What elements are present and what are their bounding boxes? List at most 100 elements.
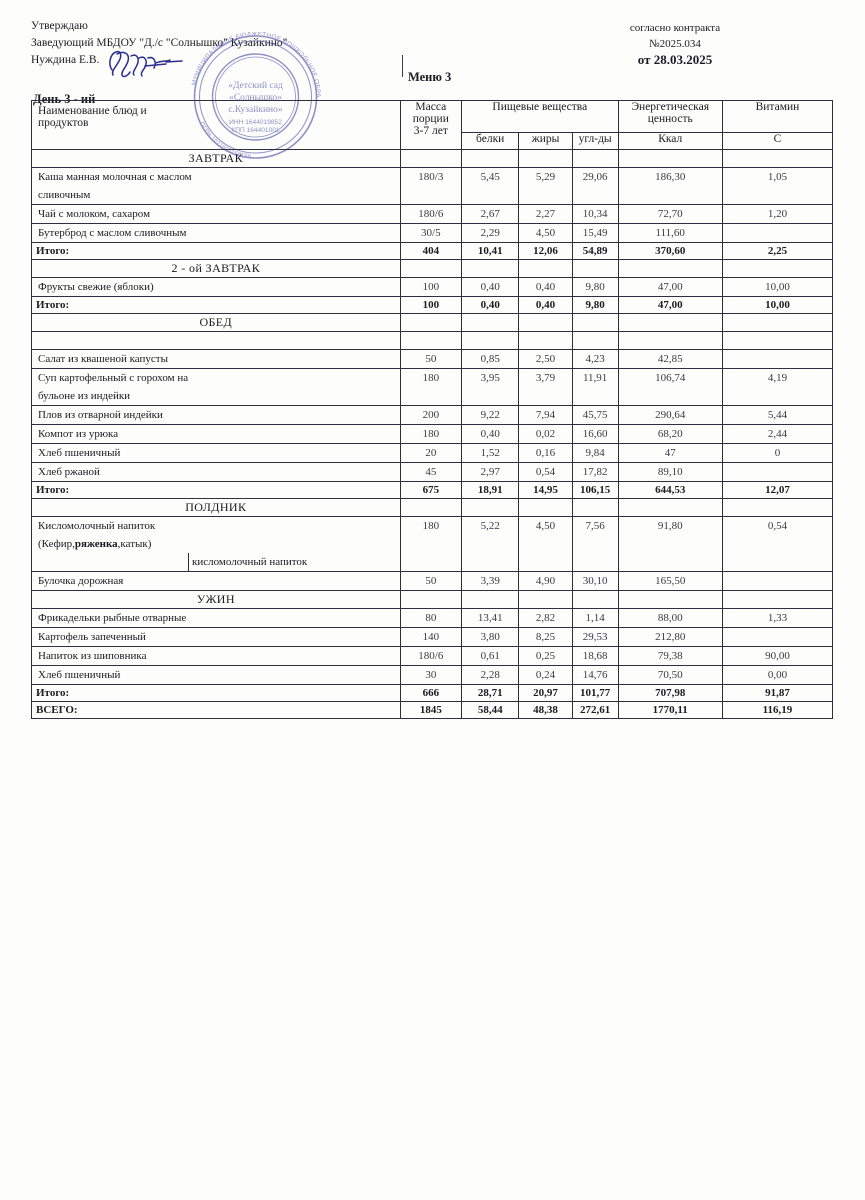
table-row: Плов из отварной индейки 200 9,22 7,94 45,75… bbox=[31, 405, 834, 425]
cell-proteins: 2,29 bbox=[461, 223, 520, 243]
cell-fats: 8,25 bbox=[518, 627, 573, 647]
cell-proteins: 3,39 bbox=[461, 571, 520, 591]
total-proteins: 28,71 bbox=[461, 684, 520, 702]
dish-cell: Хлеб пшеничный bbox=[31, 443, 401, 463]
total-label: Итого: bbox=[31, 296, 401, 314]
section-total-row: Итого: 666 28,71 20,97 101,77 707,98 91,87 bbox=[31, 684, 834, 702]
approve-label: Утверждаю bbox=[31, 20, 88, 32]
total-proteins: 18,91 bbox=[461, 481, 520, 499]
cell-proteins: 1,52 bbox=[461, 443, 520, 463]
header-vitamin-c: С bbox=[721, 132, 834, 150]
dish-cell: Булочка дорожная bbox=[31, 571, 401, 591]
dish-cell: Плов из отварной индейки bbox=[31, 405, 401, 425]
cell-mass: 180/6 bbox=[399, 204, 463, 224]
cell-mass: 30 bbox=[399, 665, 463, 685]
cell-kcal: 42,85 bbox=[617, 349, 723, 369]
cell-fats: 4,90 bbox=[518, 571, 573, 591]
cell-proteins: 0,85 bbox=[461, 349, 520, 369]
cell-kcal: 68,20 bbox=[617, 424, 723, 444]
dish-cell: Бутерброд с маслом сливочным bbox=[31, 223, 401, 243]
cell-proteins: 5,45 bbox=[461, 167, 520, 205]
dish-name: Хлеб пшеничный bbox=[38, 669, 121, 681]
section-title: ЗАВТРАК bbox=[31, 149, 401, 168]
cell-fats: 0,25 bbox=[518, 646, 573, 666]
cell-carbs: 7,56 bbox=[571, 516, 619, 572]
dish-name: Бутерброд с маслом сливочным bbox=[38, 227, 187, 239]
dish-name: Салат из квашеной капусты bbox=[38, 353, 168, 365]
cell-fats: 5,29 bbox=[518, 167, 573, 205]
section-header-row: УЖИН bbox=[31, 590, 834, 609]
vertical-divider bbox=[402, 55, 403, 77]
total-mass: 666 bbox=[399, 684, 463, 702]
total-kcal: 707,98 bbox=[617, 684, 723, 702]
dish-cell: Салат из квашеной капусты bbox=[31, 349, 401, 369]
cell-vitamin: 10,00 bbox=[721, 277, 834, 297]
table-row: Фрикадельки рыбные отварные 80 13,41 2,82 1,… bbox=[31, 608, 834, 628]
cell-carbs: 14,76 bbox=[571, 665, 619, 685]
cell-mass: 180 bbox=[399, 368, 463, 406]
cell-kcal: 70,50 bbox=[617, 665, 723, 685]
cell-vitamin bbox=[721, 627, 834, 647]
grand-total-label: ВСЕГО: bbox=[31, 701, 401, 719]
spacer-row bbox=[31, 331, 834, 350]
section-header-row: ЗАВТРАК bbox=[31, 149, 834, 168]
table-row: Бутерброд с маслом сливочным 30/5 2,29 4,50… bbox=[31, 223, 834, 243]
section-title: ОБЕД bbox=[31, 313, 401, 332]
cell-carbs: 18,68 bbox=[571, 646, 619, 666]
cell-vitamin bbox=[721, 462, 834, 482]
total-carbs: 54,89 bbox=[571, 242, 619, 260]
total-carbs: 101,77 bbox=[571, 684, 619, 702]
cell-carbs: 11,91 bbox=[571, 368, 619, 406]
table-header-row: Наименование блюд и продуктов Масса порц… bbox=[31, 99, 834, 150]
cell-vitamin: 1,05 bbox=[721, 167, 834, 205]
cell-vitamin: 0,54 bbox=[721, 516, 834, 572]
cell-proteins: 9,22 bbox=[461, 405, 520, 425]
section-header-row: 2 - ой ЗАВТРАК bbox=[31, 259, 834, 278]
cell-proteins: 3,95 bbox=[461, 368, 520, 406]
total-carbs: 9,80 bbox=[571, 296, 619, 314]
dish-name: Напиток из шиповника bbox=[38, 650, 147, 662]
approval-block: Утверждаю Заведующий МБДОУ "Д./с "Солныш… bbox=[31, 18, 431, 69]
section-title: 2 - ой ЗАВТРАК bbox=[31, 259, 401, 278]
dish-name: Кисломолочный напиток bbox=[38, 520, 156, 532]
contract-block: согласно контракта №2025.034 от 28.03.20… bbox=[560, 20, 790, 68]
header-kcal: Ккал bbox=[617, 132, 723, 150]
cell-proteins: 3,80 bbox=[461, 627, 520, 647]
dish-cell: Компот из урюка bbox=[31, 424, 401, 444]
head-name: Нуждина Е.В. bbox=[31, 54, 100, 66]
header-vitamin: Витамин bbox=[721, 99, 834, 134]
contract-date: от 28.03.2025 bbox=[637, 52, 713, 67]
cell-kcal: 79,38 bbox=[617, 646, 723, 666]
cell-carbs: 30,10 bbox=[571, 571, 619, 591]
cell-carbs: 29,06 bbox=[571, 167, 619, 205]
table-row: Чай с молоком, сахаром 180/6 2,67 2,27 10,34… bbox=[31, 204, 834, 224]
cell-mass: 180/6 bbox=[399, 646, 463, 666]
cell-kcal: 47,00 bbox=[617, 277, 723, 297]
total-mass: 404 bbox=[399, 242, 463, 260]
cell-vitamin bbox=[721, 571, 834, 591]
cell-vitamin: 2,44 bbox=[721, 424, 834, 444]
dish-name: Хлеб ржаной bbox=[38, 466, 100, 478]
cell-carbs: 1,14 bbox=[571, 608, 619, 628]
total-vitamin: 10,00 bbox=[721, 296, 834, 314]
total-label: Итого: bbox=[31, 481, 401, 499]
grand-proteins: 58,44 bbox=[461, 701, 520, 719]
table-row: Компот из урюка 180 0,40 0,02 16,60 68,20 2,44 bbox=[31, 424, 834, 444]
cell-mass: 140 bbox=[399, 627, 463, 647]
cell-mass: 20 bbox=[399, 443, 463, 463]
cell-kcal: 186,30 bbox=[617, 167, 723, 205]
cell-kcal: 47 bbox=[617, 443, 723, 463]
cell-fats: 0,24 bbox=[518, 665, 573, 685]
cell-kcal: 89,10 bbox=[617, 462, 723, 482]
dish-cell: Картофель запеченный bbox=[31, 627, 401, 647]
total-kcal: 644,53 bbox=[617, 481, 723, 499]
menu-title: Меню 3 bbox=[408, 70, 452, 84]
total-vitamin: 12,07 bbox=[721, 481, 834, 499]
grand-vitamin: 116,19 bbox=[721, 701, 834, 719]
head-organization-line: Заведующий МБДОУ "Д./с "Солнышко" Кузайк… bbox=[31, 37, 288, 49]
dish-note: кисломолочный напиток bbox=[188, 553, 307, 571]
cell-carbs: 45,75 bbox=[571, 405, 619, 425]
dish-cell: Чай с молоком, сахаром bbox=[31, 204, 401, 224]
table-body: ЗАВТРАК Каша манная молочная с маслом слив… bbox=[31, 149, 834, 719]
cell-carbs: 10,34 bbox=[571, 204, 619, 224]
